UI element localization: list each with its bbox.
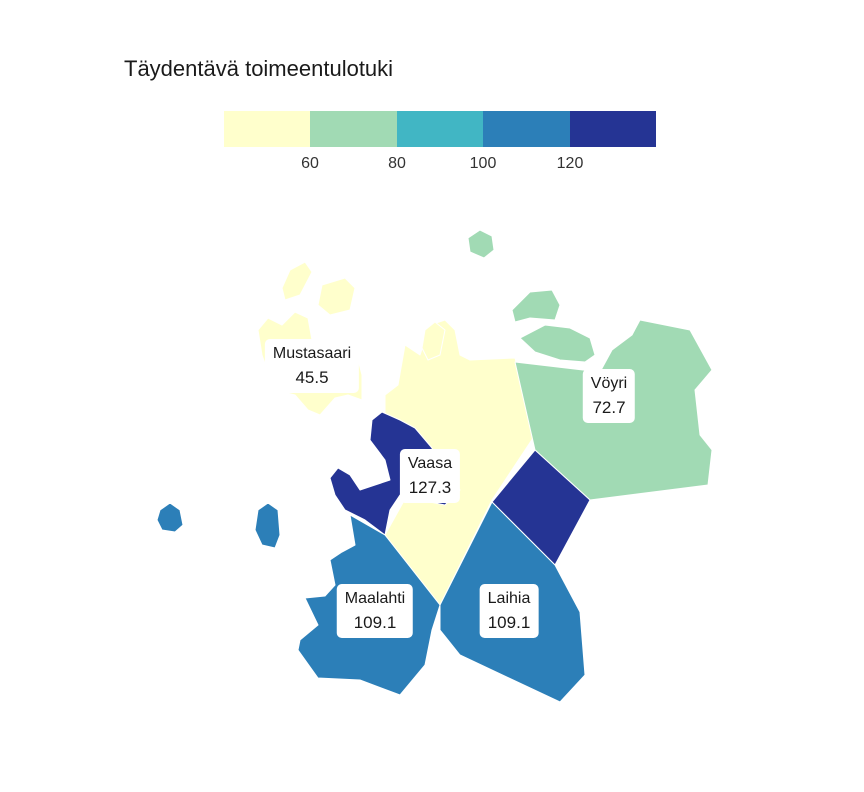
label-maalahti-value: 109.1 [353, 613, 397, 632]
label-vaasa-value: 127.3 [408, 478, 452, 497]
label-maalahti-name: Maalahti [344, 590, 406, 607]
label-voyri-value: 72.7 [592, 398, 626, 417]
legend-swatch-4 [483, 111, 570, 147]
legend-swatch-3 [396, 111, 484, 147]
label-mustasaari: Mustasaari 45.5 [264, 339, 360, 393]
label-mustasaari-name: Mustasaari [272, 345, 352, 362]
label-laihia-name: Laihia [487, 590, 531, 607]
label-vaasa: Vaasa 127.3 [399, 449, 461, 503]
legend-swatch-5 [569, 111, 657, 147]
legend-swatch-1 [224, 111, 311, 147]
legend-tick-80: 80 [388, 155, 406, 172]
legend-tick-100: 100 [469, 155, 497, 172]
legend-swatch-2 [310, 111, 397, 147]
label-voyri: Vöyri 72.7 [582, 369, 636, 423]
label-vaasa-name: Vaasa [407, 455, 453, 472]
label-maalahti: Maalahti 109.1 [336, 584, 414, 638]
color-legend: 60 80 100 120 [224, 111, 657, 172]
label-voyri-name: Vöyri [590, 375, 628, 392]
legend-ticks: 60 80 100 120 [224, 147, 656, 172]
legend-tick-60: 60 [301, 155, 319, 172]
label-laihia-value: 109.1 [487, 613, 531, 632]
map-title: Täydentävä toimeentulotuki [124, 56, 394, 81]
label-mustasaari-value: 45.5 [295, 368, 329, 387]
legend-tick-120: 120 [556, 155, 584, 172]
legend-swatches [224, 111, 657, 147]
label-laihia: Laihia 109.1 [479, 584, 539, 638]
